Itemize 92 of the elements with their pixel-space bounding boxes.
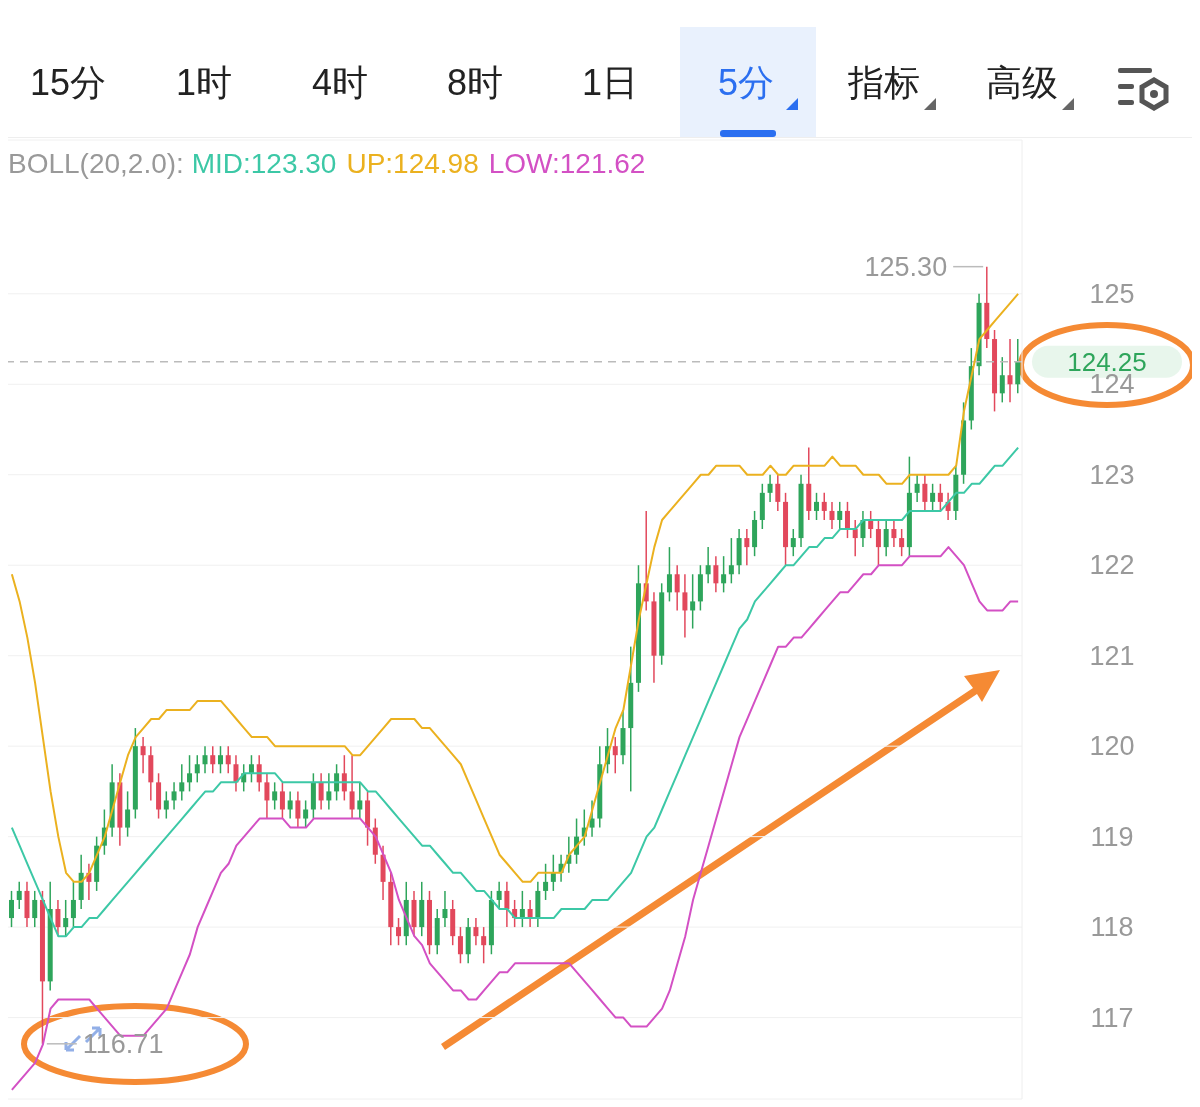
- candlestick: [163, 790, 169, 820]
- candlestick: [899, 528, 905, 557]
- candlestick: [875, 519, 881, 566]
- candlestick: [125, 790, 131, 838]
- candlestick: [272, 781, 278, 811]
- candlestick: [814, 492, 820, 521]
- candlestick: [70, 881, 76, 928]
- text: 高级: [985, 61, 1059, 105]
- candlestick: [16, 881, 22, 910]
- candlestick: [279, 781, 285, 820]
- candlestick: [930, 483, 936, 512]
- candlestick: [829, 501, 835, 530]
- text: 5分: [717, 61, 775, 105]
- text: 1日: [581, 61, 639, 105]
- text: 1时: [175, 61, 233, 105]
- candlestick: [457, 926, 463, 965]
- candlestick: [179, 763, 185, 802]
- candlestick: [140, 736, 146, 775]
- candlestick: [937, 483, 943, 512]
- candlestick: [303, 799, 309, 829]
- candlestick: [666, 546, 672, 603]
- text: 指标: [847, 61, 921, 105]
- candlestick: [326, 772, 332, 811]
- candlestick: [767, 474, 773, 503]
- candlestick: [883, 519, 889, 557]
- y-tick-label: 125: [1089, 278, 1135, 309]
- candlestick: [318, 772, 324, 811]
- text: 15分: [28, 61, 107, 105]
- candlestick: [999, 356, 1005, 404]
- text: 4时: [311, 61, 369, 105]
- candlestick: [713, 555, 719, 594]
- candlestick: [891, 519, 897, 548]
- y-tick-label: 119: [1090, 821, 1134, 852]
- candlestick: [1007, 338, 1013, 404]
- candlestick: [202, 745, 208, 775]
- candlestick: [210, 745, 216, 775]
- candlestick: [690, 573, 696, 630]
- text: MID:123.30: [191, 148, 337, 179]
- candlestick: [9, 890, 14, 928]
- legend-title: BOLL(20,2.0):: [8, 148, 185, 179]
- candlestick: [187, 754, 193, 793]
- candlestick: [682, 573, 688, 639]
- candlestick: [357, 781, 363, 820]
- candlestick: [922, 474, 928, 512]
- candlestick: [225, 745, 231, 775]
- candlestick: [504, 881, 510, 928]
- candlestick: [233, 754, 239, 793]
- candlestick: [287, 790, 293, 820]
- candlestick: [32, 890, 38, 928]
- candlestick: [844, 501, 850, 539]
- candlestick: [442, 890, 448, 928]
- y-tick-label: 121: [1089, 640, 1135, 671]
- text: UP:124.98: [346, 148, 479, 179]
- candlestick: [473, 917, 479, 946]
- candlestick: [821, 492, 827, 521]
- candlestick: [217, 745, 223, 775]
- candlestick: [543, 863, 549, 901]
- candlestick: [264, 772, 270, 820]
- candlestick: [790, 528, 796, 557]
- candlestick: [744, 528, 750, 566]
- annotation: 125.30: [864, 251, 948, 282]
- candlestick: [1015, 338, 1021, 395]
- candlestick: [837, 501, 843, 530]
- candlestick: [396, 917, 402, 946]
- candlestick: [612, 736, 618, 775]
- candlestick: [721, 555, 727, 594]
- candlestick: [194, 754, 200, 784]
- candlestick: [775, 474, 781, 512]
- candlestick: [914, 474, 920, 503]
- text: LOW:121.62: [488, 148, 646, 179]
- y-tick-label: 117: [1090, 1002, 1134, 1033]
- candlestick: [674, 564, 680, 612]
- annotation: 116.71: [82, 1028, 164, 1059]
- y-tick-label: 118: [1090, 912, 1134, 943]
- y-tick-label: 123: [1089, 459, 1135, 490]
- candlestick: [481, 926, 487, 965]
- line-series: [10, 292, 1020, 883]
- candlestick: [705, 546, 711, 585]
- candlestick: [171, 781, 177, 811]
- text: 8时: [446, 61, 504, 105]
- candlestick: [589, 799, 595, 838]
- candlestick: [349, 754, 355, 820]
- candlestick: [496, 881, 502, 910]
- candlestick: [852, 519, 858, 557]
- candlestick: [63, 899, 69, 937]
- candlestick: [728, 537, 734, 585]
- line-series: [10, 546, 1020, 1091]
- line-series: [10, 446, 1020, 938]
- y-tick-label: 122: [1089, 550, 1135, 581]
- candlestick: [55, 899, 61, 937]
- y-tick-label: 120: [1089, 731, 1135, 762]
- candlestick: [295, 790, 301, 829]
